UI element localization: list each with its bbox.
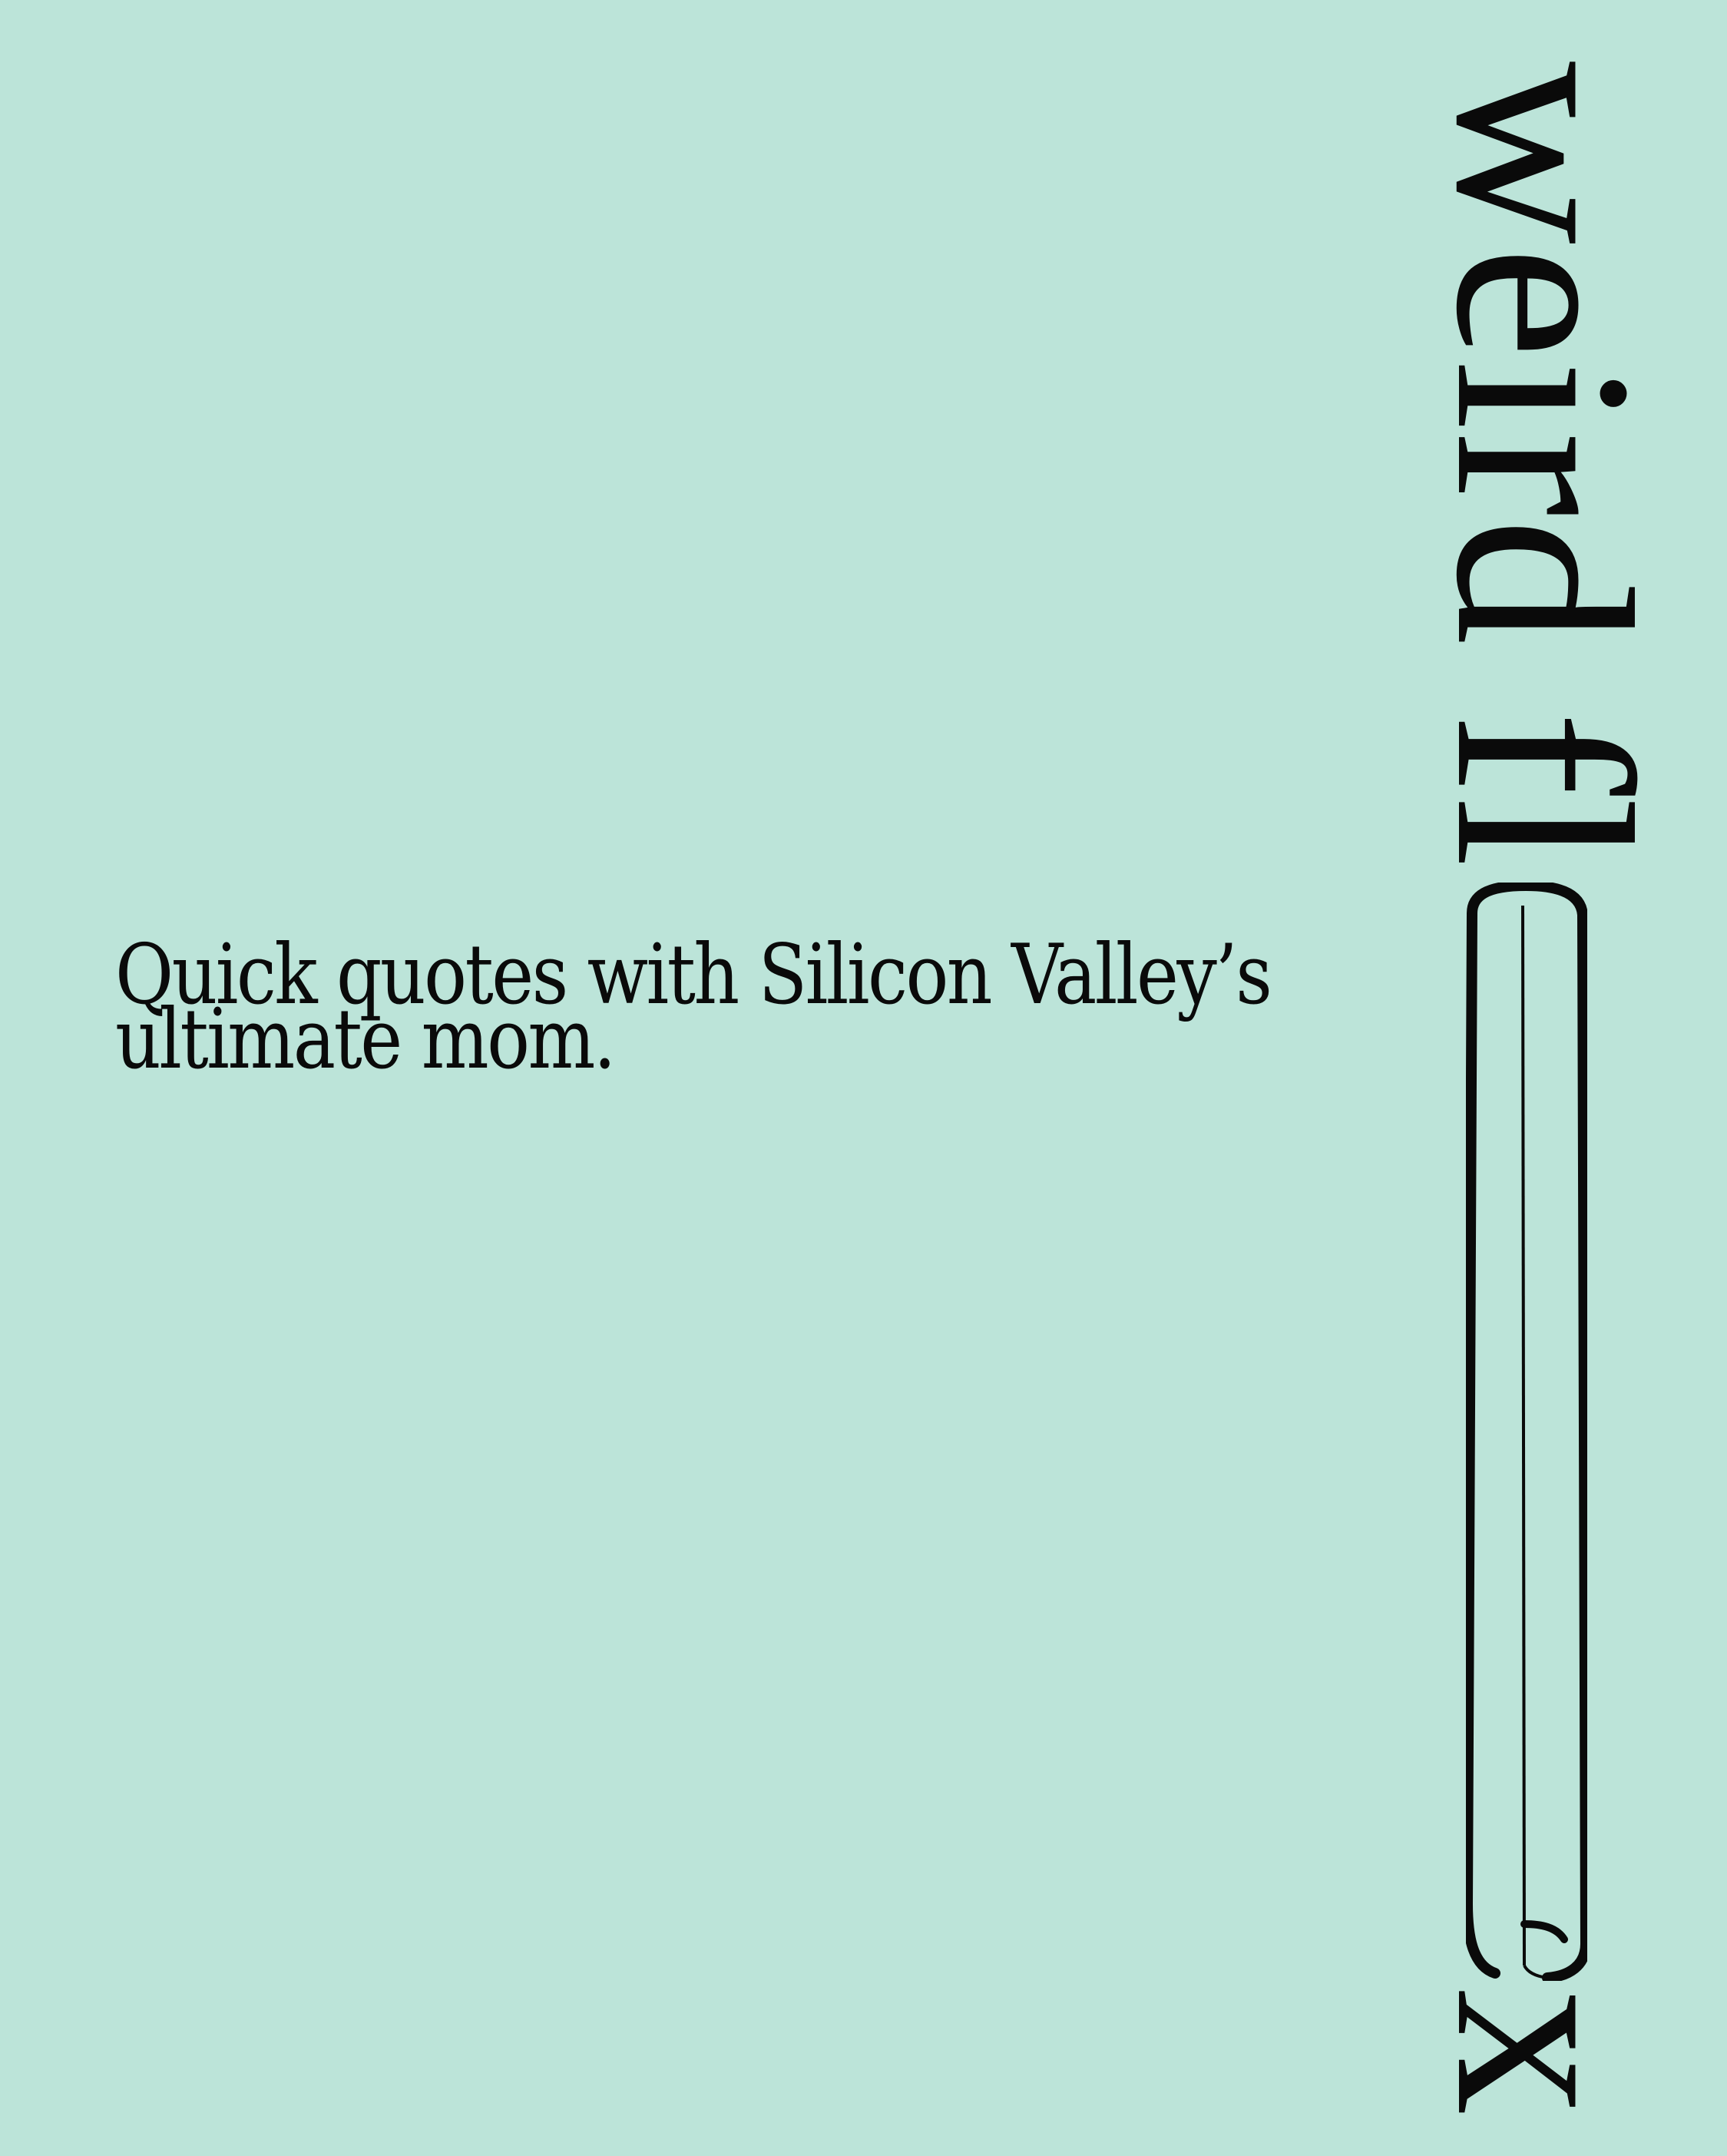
tagline-line-1: Quick quotes with Silicon Valley’s	[115, 927, 1272, 1023]
wordmark-text: weird fl x	[1404, 61, 1684, 2117]
wordmark-part-2: x	[1404, 1989, 1684, 2118]
tagline-line-2: ultimate mom.	[115, 992, 616, 1088]
wordmark-part-1: weird fl	[1404, 61, 1684, 869]
stretched-e-glyph	[1466, 883, 1587, 1982]
weird-flex-wordmark: weird fl x	[1404, 61, 1684, 2117]
tagline: Quick quotes with Silicon Valley’s ultim…	[115, 927, 1272, 1088]
